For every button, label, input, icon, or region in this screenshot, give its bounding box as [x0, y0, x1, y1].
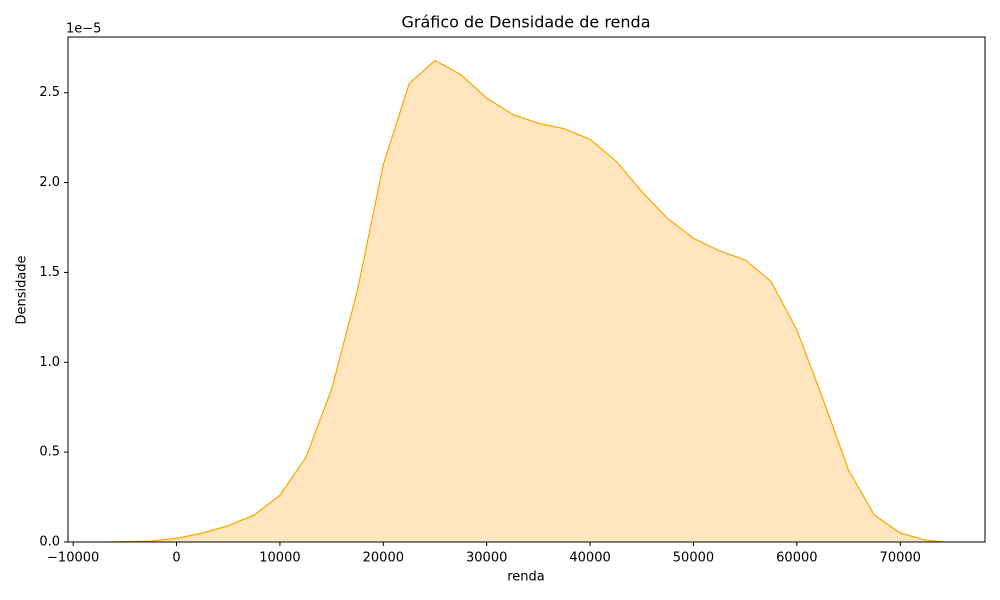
y-offset-label: 1e−5	[66, 22, 101, 37]
x-tick-label: 40000	[569, 551, 610, 566]
x-tick-label: 60000	[776, 551, 817, 566]
y-axis-label: Densidade	[15, 255, 30, 324]
y-tick-label: 2.5	[39, 85, 60, 100]
y-tick-label: 1.5	[39, 265, 60, 280]
y-tick-label: 0.0	[39, 535, 60, 550]
x-tick-label: 0	[172, 551, 180, 566]
x-tick-label: 50000	[673, 551, 714, 566]
x-axis-label: renda	[507, 570, 545, 585]
y-tick-label: 0.5	[39, 445, 60, 460]
x-tick-label: 20000	[363, 551, 404, 566]
x-tick-label: 10000	[259, 551, 300, 566]
x-tick-label: −10000	[47, 551, 99, 566]
density-area	[107, 60, 945, 543]
density-line	[107, 59, 945, 543]
chart-title: Gráfico de Densidade de renda	[401, 13, 650, 32]
y-tick-label: 2.0	[39, 175, 60, 190]
plot-frame	[67, 36, 986, 543]
x-tick-label: 30000	[466, 551, 507, 566]
x-tick-label: 70000	[880, 551, 921, 566]
y-tick-label: 1.0	[39, 355, 60, 370]
